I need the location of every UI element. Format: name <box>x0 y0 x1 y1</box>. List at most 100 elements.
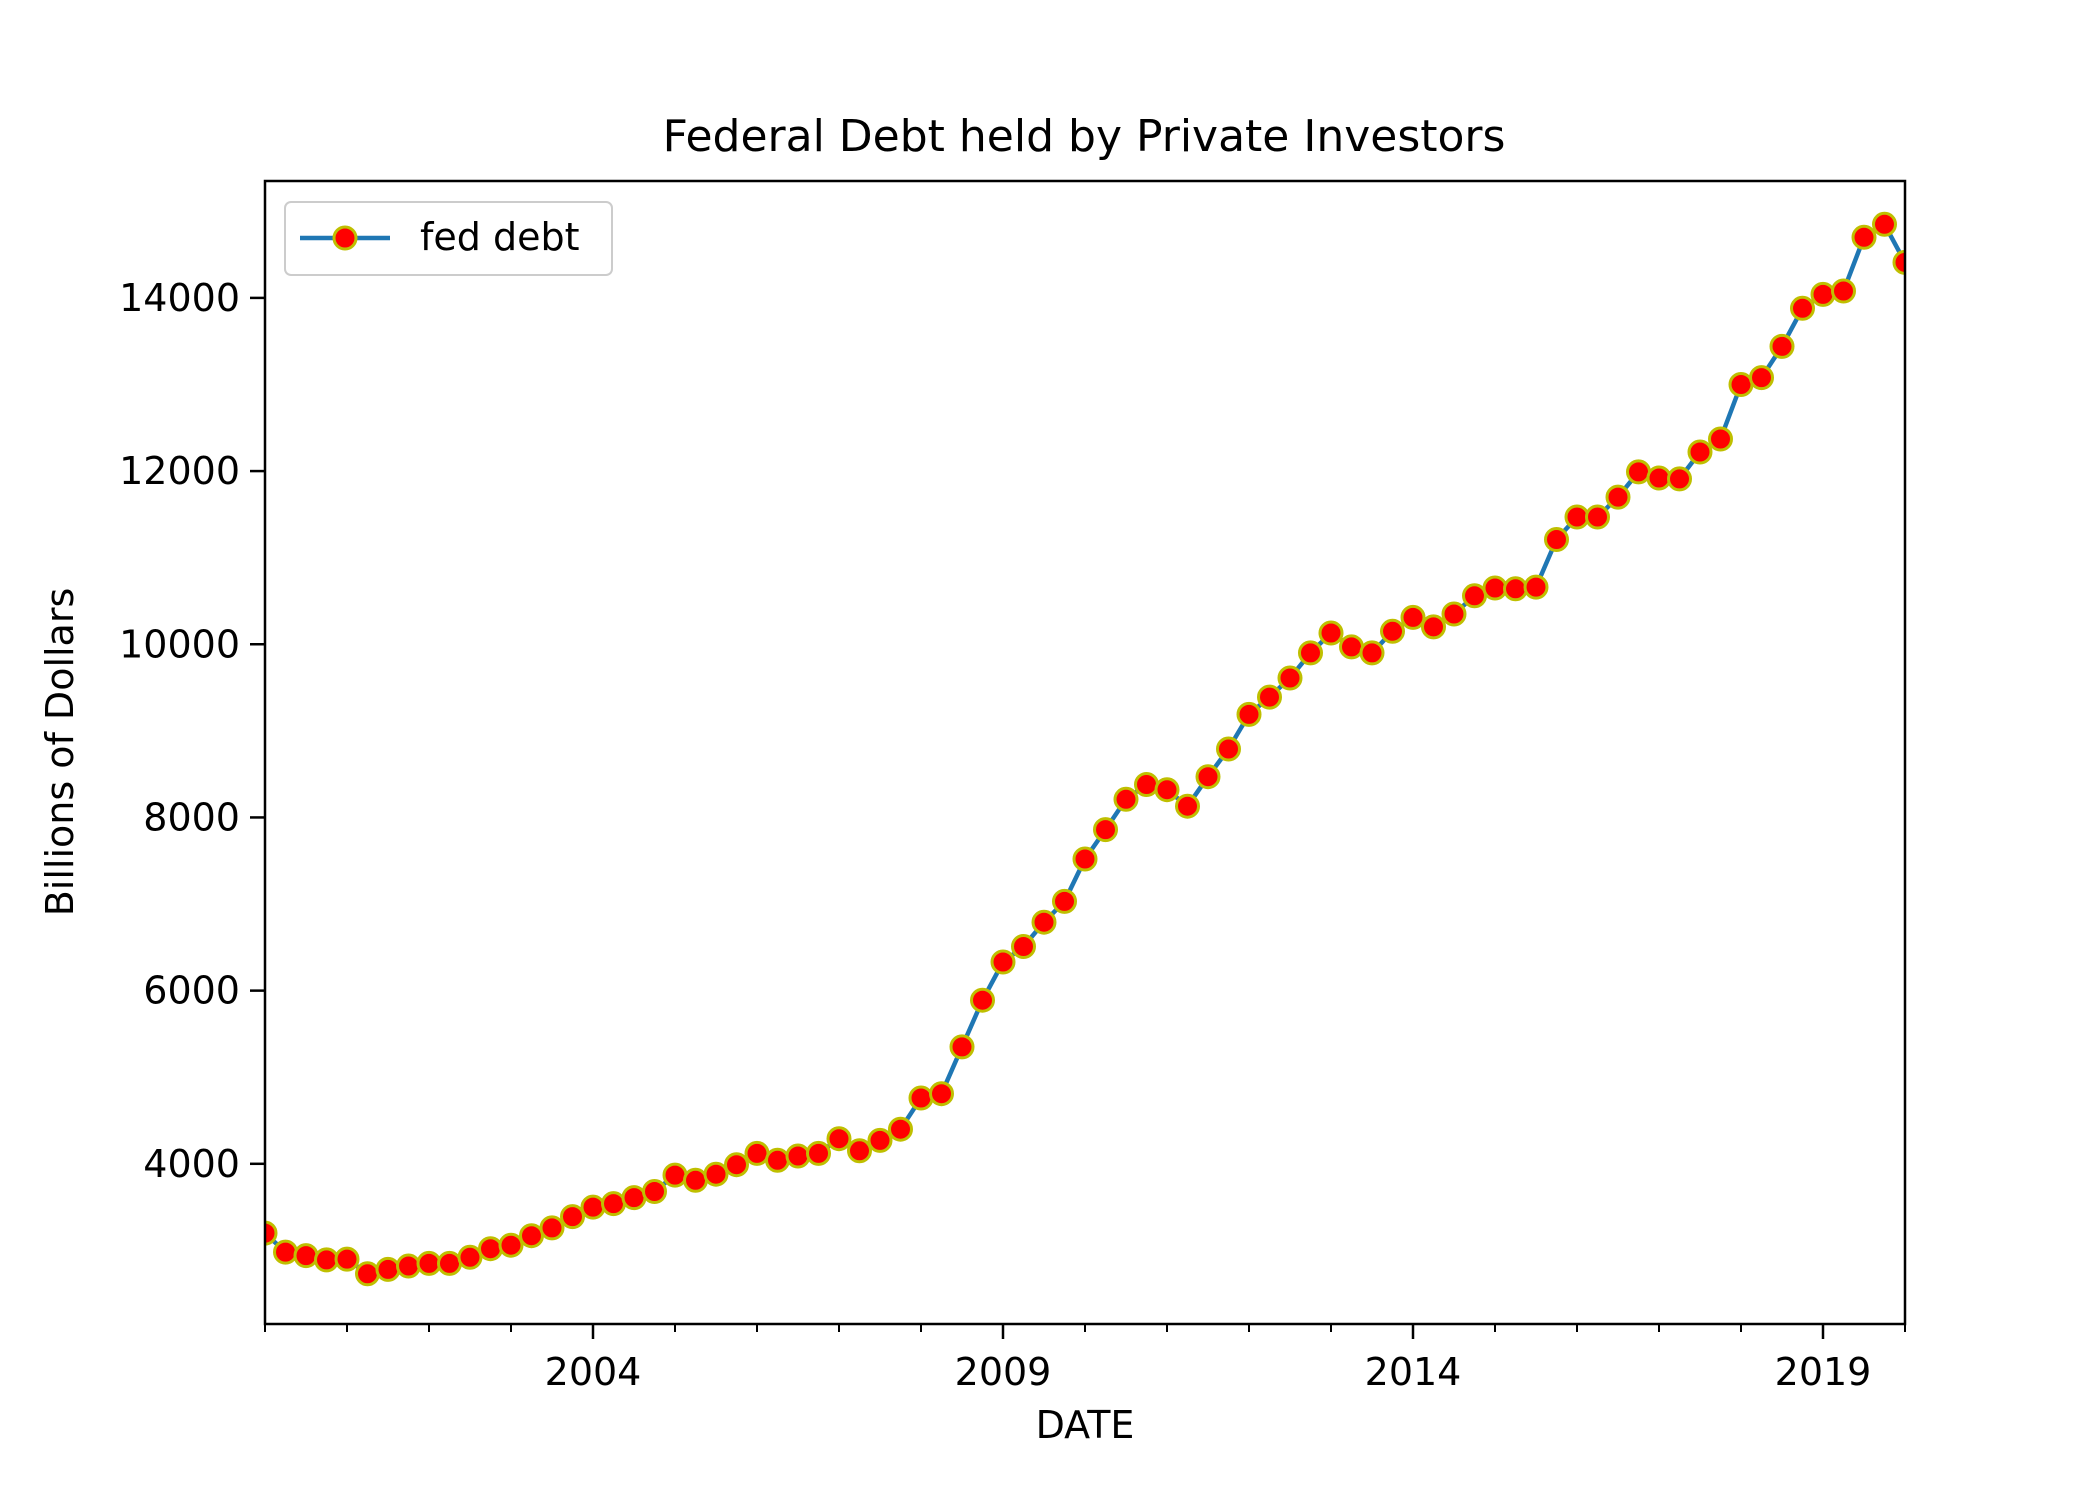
data-point <box>1503 576 1528 602</box>
data-point <box>580 1194 606 1220</box>
data-point <box>1339 634 1364 660</box>
data-point <box>1195 764 1221 790</box>
x-axis-ticks: 2004 2009 2014 2019 <box>264 1324 1906 1394</box>
data-point <box>1359 640 1385 666</box>
data-point <box>1708 426 1733 452</box>
data-point <box>1605 484 1631 510</box>
data-point <box>1257 684 1282 710</box>
y-axis-label: Billions of Dollars <box>38 588 82 917</box>
data-point <box>1769 333 1795 359</box>
y-tick-label: 10000 <box>119 622 240 666</box>
data-point <box>826 1126 852 1152</box>
data-point <box>990 949 1016 975</box>
data-point <box>724 1152 749 1178</box>
data-point <box>437 1250 462 1276</box>
data-point <box>744 1140 770 1166</box>
data-point <box>1072 846 1098 872</box>
data-point <box>1011 934 1036 959</box>
data-point <box>355 1261 380 1287</box>
data-point <box>1236 701 1262 727</box>
data-point <box>888 1116 913 1142</box>
y-axis-ticks: 4000 6000 8000 10000 12000 14000 <box>119 276 265 1186</box>
data-point <box>1687 439 1713 465</box>
data-point <box>970 987 995 1013</box>
data-point <box>1031 909 1057 935</box>
y-tick-label: 4000 <box>143 1142 240 1186</box>
data-point <box>1523 574 1549 600</box>
data-point <box>457 1244 483 1270</box>
data-point <box>703 1161 729 1187</box>
chart-title: Federal Debt held by Private Investors <box>663 111 1506 162</box>
data-point <box>1872 211 1897 237</box>
data-point <box>396 1253 421 1279</box>
data-point <box>949 1034 975 1060</box>
data-point <box>1851 224 1877 250</box>
x-axis-label: DATE <box>1036 1403 1135 1447</box>
data-point <box>1462 583 1487 609</box>
data-point <box>1380 618 1405 644</box>
legend: fed debt <box>284 201 613 276</box>
data-point <box>929 1081 954 1107</box>
data-point <box>334 1246 360 1272</box>
data-point <box>519 1223 544 1249</box>
x-tick-label: 2009 <box>955 1350 1052 1394</box>
data-point <box>1052 888 1077 914</box>
data-point <box>1626 459 1651 485</box>
data-point <box>273 1239 298 1265</box>
data-point <box>1216 736 1241 762</box>
data-point <box>642 1179 667 1204</box>
axes-frame <box>263 179 1907 1326</box>
data-point <box>1728 372 1754 397</box>
data-point <box>1154 777 1180 803</box>
y-tick-label: 12000 <box>119 449 240 493</box>
x-tick-label: 2014 <box>1365 1350 1462 1394</box>
data-point <box>1421 614 1446 640</box>
data-point <box>785 1143 811 1169</box>
data-point <box>1667 466 1692 492</box>
y-tick-label: 14000 <box>119 276 240 320</box>
data-point <box>662 1162 688 1188</box>
x-tick-label: 2019 <box>1775 1350 1872 1394</box>
data-point <box>1400 604 1426 630</box>
data-point <box>293 1243 319 1269</box>
data-point <box>1646 465 1672 491</box>
data-point <box>1831 278 1856 304</box>
series-group <box>265 211 1905 1287</box>
data-point <box>1564 504 1590 530</box>
data-point <box>560 1204 585 1230</box>
legend-marker-swatch <box>332 225 358 251</box>
data-point <box>1318 620 1344 646</box>
data-point <box>1298 640 1323 666</box>
data-point <box>683 1167 708 1193</box>
data-point <box>1093 817 1118 843</box>
data-point <box>1544 527 1569 552</box>
data-point <box>601 1191 626 1217</box>
data-point <box>1441 601 1467 627</box>
data-point <box>1113 786 1139 812</box>
y-tick-label: 8000 <box>143 795 240 839</box>
data-point <box>1277 665 1303 691</box>
data-point <box>498 1232 524 1258</box>
data-point <box>375 1256 401 1282</box>
data-point <box>806 1140 831 1166</box>
data-point <box>1892 249 1905 275</box>
data-point <box>314 1247 339 1273</box>
y-tick-label: 6000 <box>143 969 240 1013</box>
plot-area <box>265 211 1905 1287</box>
data-point <box>847 1138 872 1164</box>
data-point <box>1175 793 1200 819</box>
x-tick-label: 2004 <box>545 1350 642 1394</box>
legend-entry-fed-debt: fed debt <box>420 215 579 259</box>
data-point <box>478 1236 503 1262</box>
data-point <box>265 1220 278 1246</box>
data-point <box>621 1185 647 1211</box>
data-point <box>1790 295 1815 321</box>
data-point <box>1482 575 1508 601</box>
data-point <box>416 1250 442 1276</box>
data-point <box>1585 504 1610 530</box>
data-point <box>867 1127 893 1153</box>
data-point <box>1134 772 1159 797</box>
data-point <box>1810 281 1836 307</box>
data-point <box>765 1147 790 1173</box>
